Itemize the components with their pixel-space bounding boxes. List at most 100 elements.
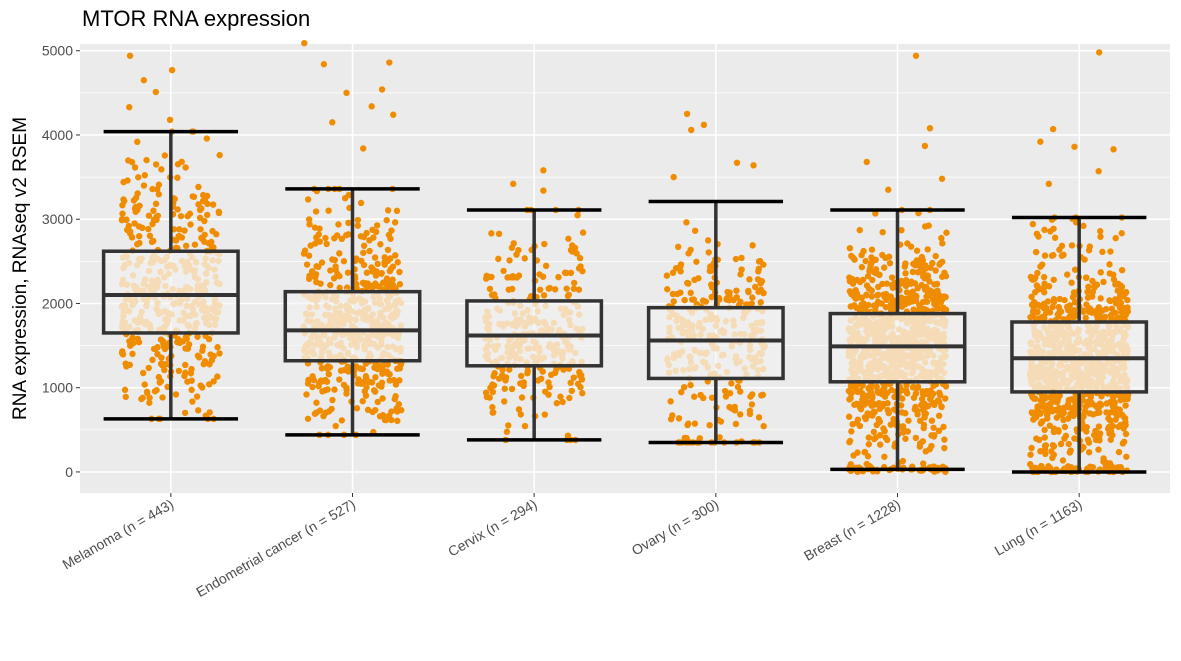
data-point <box>897 402 905 409</box>
data-point <box>1040 273 1048 281</box>
data-point <box>121 386 129 394</box>
data-point <box>942 293 949 301</box>
data-point <box>303 261 311 268</box>
data-point <box>191 241 199 248</box>
data-point <box>901 427 908 434</box>
data-point <box>135 174 142 181</box>
outlier-point <box>1110 146 1117 153</box>
data-point <box>745 288 752 296</box>
data-point <box>687 381 694 389</box>
data-point <box>517 372 525 380</box>
data-point <box>194 352 202 359</box>
data-point <box>920 460 927 467</box>
data-point <box>856 226 863 234</box>
data-point <box>928 417 936 424</box>
data-point <box>353 405 361 412</box>
data-point <box>690 296 698 303</box>
data-point <box>1030 276 1038 283</box>
outlier-point <box>360 145 367 152</box>
data-point <box>869 276 876 284</box>
data-point <box>200 360 207 368</box>
data-point <box>336 376 343 383</box>
data-point <box>564 292 572 300</box>
data-point <box>344 363 351 370</box>
data-point <box>199 343 207 350</box>
data-point <box>194 333 201 340</box>
data-point <box>759 391 767 399</box>
data-point <box>126 361 134 369</box>
data-point <box>310 376 318 384</box>
data-point <box>568 387 576 395</box>
data-point <box>120 196 127 203</box>
data-point <box>565 235 572 242</box>
data-point <box>1041 426 1048 434</box>
data-point <box>1107 248 1114 255</box>
data-point <box>737 271 744 278</box>
data-point <box>396 377 403 384</box>
data-point <box>733 287 740 294</box>
data-point <box>1028 444 1035 452</box>
data-point <box>393 207 401 215</box>
data-point <box>371 254 379 261</box>
data-point <box>875 291 882 298</box>
data-point <box>846 278 854 285</box>
data-point <box>383 276 391 283</box>
data-point <box>570 374 577 381</box>
data-point <box>118 216 126 224</box>
data-point <box>663 272 671 279</box>
data-point <box>119 202 126 209</box>
data-point <box>319 378 326 385</box>
data-point <box>699 297 707 304</box>
data-point <box>1112 309 1119 317</box>
data-point <box>334 270 341 278</box>
data-point <box>372 374 379 381</box>
data-point <box>200 191 207 199</box>
data-point <box>372 406 379 414</box>
data-point <box>746 407 754 414</box>
data-point <box>910 383 917 391</box>
data-point <box>388 416 395 424</box>
y-tick-label: 5000 <box>42 43 73 59</box>
data-point <box>902 282 910 290</box>
data-point <box>343 231 350 239</box>
data-point <box>1114 287 1121 294</box>
data-point <box>171 195 178 203</box>
data-point <box>325 408 333 415</box>
data-point <box>858 251 865 259</box>
data-point <box>923 298 931 305</box>
outlier-point <box>1037 138 1044 145</box>
data-point <box>551 369 559 377</box>
data-point <box>902 270 909 277</box>
data-point <box>1082 314 1089 322</box>
data-point <box>178 158 185 166</box>
data-point <box>704 237 712 244</box>
data-point <box>574 212 581 219</box>
data-point <box>1108 305 1116 312</box>
data-point <box>357 233 365 240</box>
y-axis-label: RNA expression, RNAseq v2 RSEM <box>10 117 31 420</box>
data-point <box>878 300 885 307</box>
data-point <box>1033 435 1040 442</box>
data-point <box>874 388 881 395</box>
data-point <box>1120 438 1128 445</box>
data-point <box>152 200 160 208</box>
data-point <box>315 382 322 390</box>
data-point <box>304 415 312 422</box>
outlier-point <box>1045 180 1053 188</box>
outlier-point <box>670 173 677 181</box>
data-point <box>1041 226 1048 234</box>
data-point <box>394 408 401 415</box>
data-point <box>158 166 165 173</box>
data-point <box>916 301 923 309</box>
data-point <box>863 291 870 298</box>
data-point <box>131 220 138 227</box>
data-point <box>749 391 756 398</box>
data-point <box>143 156 150 164</box>
data-point <box>567 379 574 387</box>
data-point <box>559 398 566 406</box>
data-point <box>680 383 688 391</box>
data-point <box>128 234 136 241</box>
data-point <box>849 420 856 428</box>
data-point <box>1097 269 1104 276</box>
data-point <box>1054 394 1061 402</box>
